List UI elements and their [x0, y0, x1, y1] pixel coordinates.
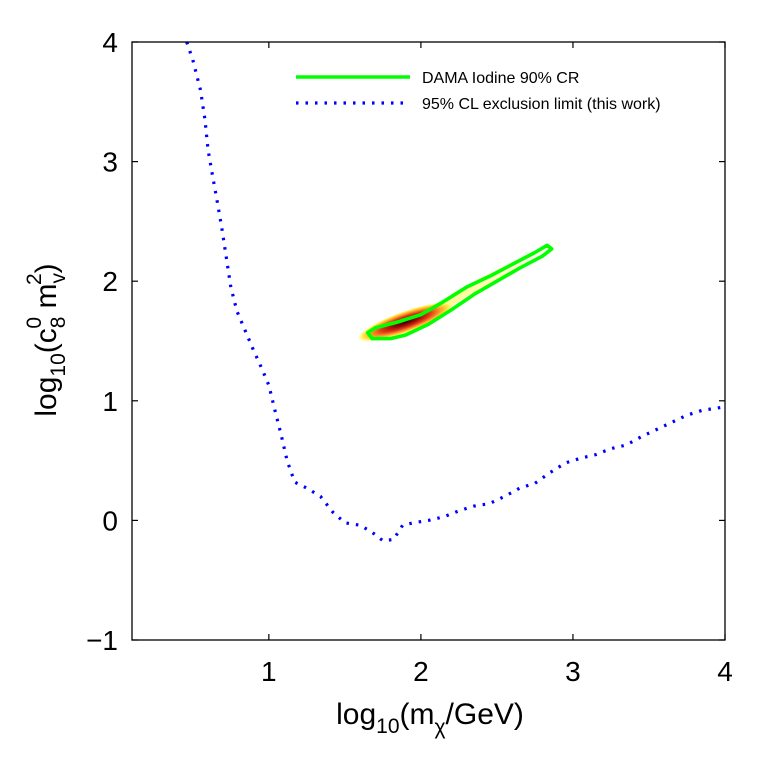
x-label-rest: /GeV) — [446, 698, 524, 731]
y-tick-label: 4 — [102, 27, 118, 58]
y-tick-label: 2 — [102, 266, 118, 297]
y-label-m-sub: v — [47, 273, 70, 284]
x-tick-label: 1 — [261, 656, 277, 687]
x-label-prefix-sub: 10 — [376, 715, 399, 738]
y-label-prefix: log — [30, 377, 63, 417]
y-label-c-sub: 8 — [47, 317, 70, 329]
x-tick-label: 3 — [565, 656, 581, 687]
y-label-prefix-sub: 10 — [47, 353, 70, 376]
y-label-open: (c — [30, 328, 63, 353]
legend: DAMA Iodine 90% CR 95% CL exclusion limi… — [296, 70, 661, 113]
y-tick-label: 3 — [102, 147, 118, 178]
x-axis-label: log10(mχ/GeV) — [336, 698, 524, 739]
y-label-m-sup: 2 — [23, 273, 46, 285]
x-label-chi: χ — [435, 716, 446, 739]
density-map — [356, 231, 578, 343]
x-tick-label: 4 — [717, 656, 733, 687]
plot-frame — [131, 41, 726, 641]
x-tick-label: 2 — [413, 656, 429, 687]
plot-area — [132, 42, 725, 640]
y-label-c-sup: 0 — [23, 317, 46, 329]
series-layer — [185, 42, 725, 543]
y-tick-label: −1 — [86, 625, 118, 656]
density-peak — [356, 301, 455, 343]
legend-label-dama: DAMA Iodine 90% CR — [422, 70, 579, 87]
x-label-open: (m — [400, 698, 435, 731]
series-dama-contour — [365, 243, 554, 341]
tick-labels: 1 2 3 4 −1 0 1 2 3 4 — [86, 27, 733, 687]
y-label-m: m — [30, 284, 63, 317]
y-label-close: ) — [30, 263, 63, 273]
y-axis-label: log10(c80 mv2) — [23, 263, 70, 416]
y-tick-label: 1 — [102, 386, 118, 417]
x-label-prefix: log — [336, 698, 376, 731]
y-tick-label: 0 — [102, 505, 118, 536]
ticks-layer — [132, 41, 726, 641]
legend-label-exclusion: 95% CL exclusion limit (this work) — [422, 96, 661, 113]
